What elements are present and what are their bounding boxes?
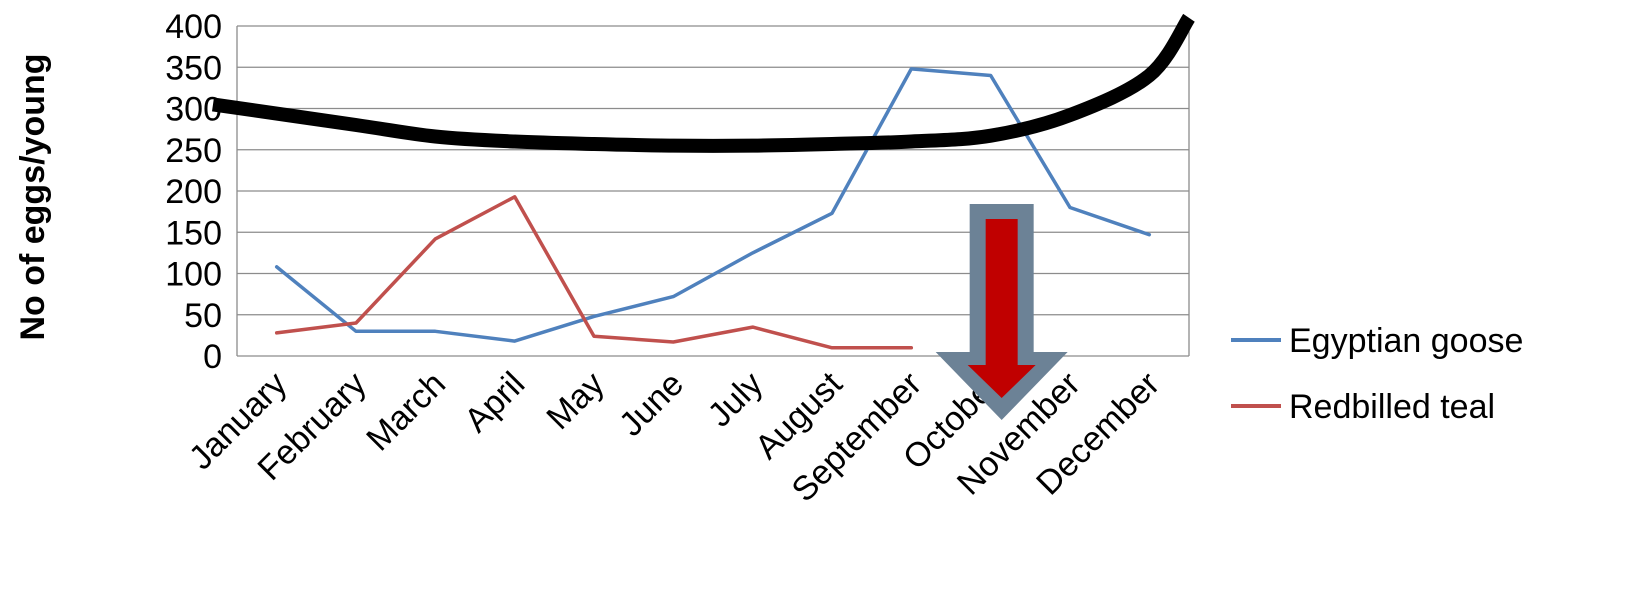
down-arrow-fill [967, 219, 1036, 398]
series-line-egyptian-goose [274, 67, 1152, 343]
y-tick-label: 100 [165, 256, 222, 294]
x-tick-label: June [612, 365, 691, 444]
x-tick-label: May [539, 365, 611, 437]
trend-curve [212, 13, 1195, 153]
y-tick-label: 400 [165, 8, 222, 46]
x-tick-label: April [457, 365, 532, 440]
trend-curve-layer [212, 13, 1195, 153]
y-tick-label: 150 [165, 214, 222, 252]
x-tick-label: March [359, 365, 453, 459]
y-tick-label: 0 [203, 338, 222, 376]
legend-entry: Redbilled teal [1289, 388, 1495, 426]
legend: Egyptian goose Redbilled teal [1231, 322, 1523, 426]
x-tick-label: July [701, 365, 771, 435]
y-axis-label: No of eggs/young [14, 53, 52, 340]
y-tick-label: 350 [165, 49, 222, 87]
legend-entry: Egyptian goose [1289, 322, 1523, 360]
down-arrow-layer [935, 204, 1068, 420]
y-tick-label: 50 [184, 297, 222, 335]
y-tick-label: 200 [165, 173, 222, 211]
series-lines [274, 67, 1152, 350]
y-tick-label: 250 [165, 132, 222, 170]
series-line-redbilled-teal [274, 195, 914, 350]
